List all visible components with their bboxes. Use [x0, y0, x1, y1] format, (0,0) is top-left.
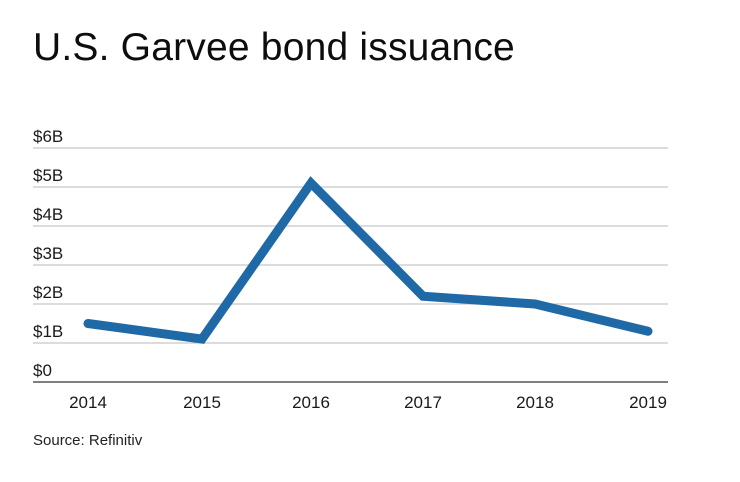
x-tick-label: 2019: [629, 393, 667, 412]
y-tick-label: $4B: [33, 205, 63, 224]
x-tick-label: 2014: [69, 393, 107, 412]
y-tick-label: $0: [33, 361, 52, 380]
x-axis-ticks: 2014 2015 2016 2017 2018 2019: [69, 393, 667, 412]
chart-title: U.S. Garvee bond issuance: [33, 26, 515, 69]
y-axis-ticks: $0 $1B $2B $3B $4B $5B $6B: [33, 127, 63, 380]
y-tick-label: $2B: [33, 283, 63, 302]
y-tick-label: $1B: [33, 322, 63, 341]
x-tick-label: 2016: [292, 393, 330, 412]
series-line: [83, 176, 653, 344]
x-tick-label: 2018: [516, 393, 554, 412]
y-tick-label: $6B: [33, 127, 63, 146]
x-tick-label: 2015: [183, 393, 221, 412]
x-tick-label: 2017: [404, 393, 442, 412]
y-tick-label: $5B: [33, 166, 63, 185]
y-tick-label: $3B: [33, 244, 63, 263]
source-note: Source: Refinitiv: [33, 432, 143, 449]
gridlines: [33, 147, 668, 383]
data-series: [83, 176, 653, 344]
